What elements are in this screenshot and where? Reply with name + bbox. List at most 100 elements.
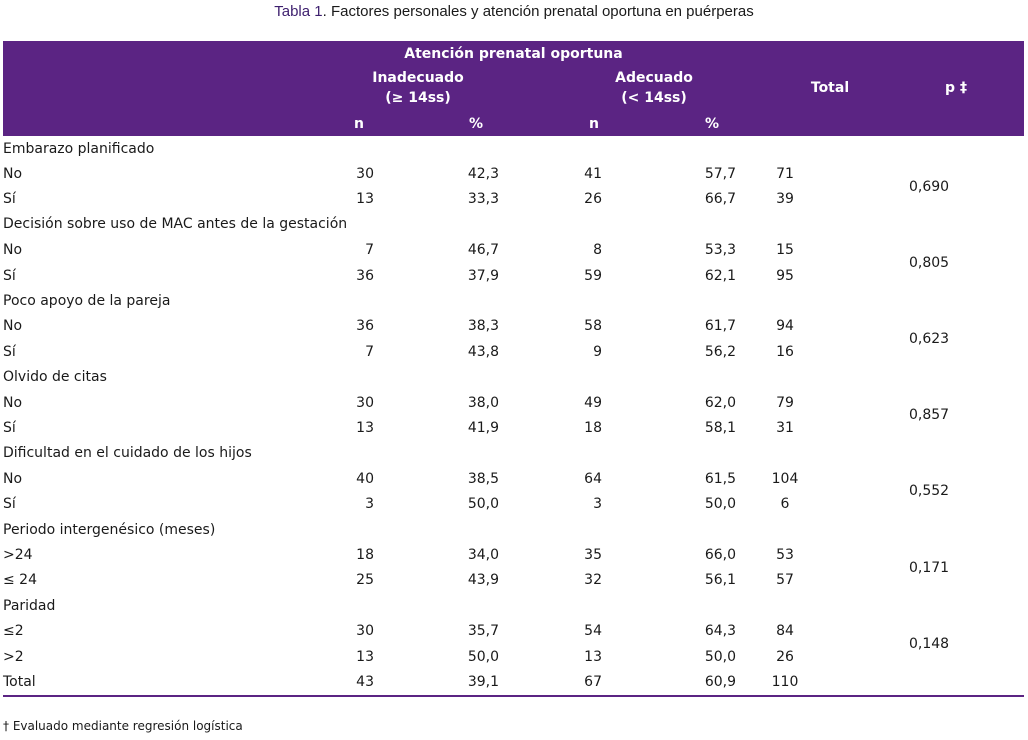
- category-label: Embarazo planificado: [3, 140, 155, 157]
- cell-total: 31: [776, 419, 794, 436]
- cell-pct-inadecuado: 43,9: [467, 572, 499, 589]
- table-row: Sí 13 41,9 18 58,1 31: [3, 415, 1024, 440]
- cell-pct-adecuado: 64,3: [704, 623, 736, 640]
- cell-n-adecuado: 58: [584, 318, 602, 335]
- cell-n-adecuado: 3: [593, 496, 602, 513]
- cell-pct-inadecuado: 37,9: [467, 267, 499, 284]
- row-label: No: [3, 394, 23, 411]
- header-inadecuado-sub: (≥ 14ss): [385, 90, 451, 106]
- cell-p-value: 0,171: [908, 559, 950, 576]
- category-label: Decisión sobre uso de MAC antes de la ge…: [3, 216, 348, 233]
- category-row: Poco apoyo de la pareja: [3, 288, 1024, 313]
- cell-n-adecuado: 32: [584, 572, 602, 589]
- cell-p-value: 0,805: [908, 254, 950, 271]
- row-label: Sí: [3, 191, 16, 208]
- header-pct-adecuado: %: [704, 116, 720, 132]
- header-adecuado-sub: (< 14ss): [621, 90, 687, 106]
- table-caption: Tabla 1. Factores personales y atención …: [0, 3, 1028, 20]
- cell-total: 26: [776, 648, 794, 665]
- total-n-inadecuado: 43: [301, 669, 374, 697]
- cell-n-inadecuado: 30: [356, 394, 374, 411]
- cell-n-adecuado: 64: [584, 470, 602, 487]
- cell-pct-inadecuado: 35,7: [467, 623, 499, 640]
- cell-pct-adecuado: 66,0: [704, 546, 736, 563]
- cell-pct-adecuado: 62,0: [704, 394, 736, 411]
- cell-n-inadecuado: 13: [356, 191, 374, 208]
- cell-pct-adecuado: 57,7: [704, 166, 736, 183]
- cell-total: 94: [776, 318, 794, 335]
- cell-pct-adecuado: 58,1: [704, 419, 736, 436]
- total-n-adecuado: 67: [499, 669, 602, 697]
- cell-pct-inadecuado: 41,9: [467, 419, 499, 436]
- cell-pct-adecuado: 61,7: [704, 318, 736, 335]
- table-row: No 30 42,3 41 57,7 71 0,690: [3, 161, 1024, 195]
- cell-pct-inadecuado: 33,3: [467, 191, 499, 208]
- table-row: No 7 46,7 8 53,3 15 0,805: [3, 238, 1024, 271]
- cell-total: 39: [776, 191, 794, 208]
- cell-pct-adecuado: 50,0: [704, 648, 736, 665]
- cell-p-value: 0,148: [908, 635, 950, 652]
- cell-p-value: 0,623: [908, 331, 950, 348]
- cell-pct-inadecuado: 46,7: [467, 242, 499, 259]
- category-row: Embarazo planificado: [3, 136, 1024, 161]
- cell-pct-adecuado: 62,1: [704, 267, 736, 284]
- cell-total: 15: [776, 242, 794, 259]
- cell-total: 16: [776, 343, 794, 360]
- cell-n-adecuado: 9: [593, 343, 602, 360]
- category-label: Dificultad en el cuidado de los hijos: [3, 445, 252, 462]
- category-label: Paridad: [3, 597, 56, 614]
- cell-pct-inadecuado: 38,0: [467, 394, 499, 411]
- total-pct-adecuado: 60,9: [602, 669, 736, 697]
- total-pct-inadecuado: 39,1: [374, 669, 499, 697]
- cell-pct-adecuado: 50,0: [704, 496, 736, 513]
- category-label: Periodo intergenésico (meses): [3, 521, 216, 538]
- cell-total: 84: [776, 623, 794, 640]
- cell-n-inadecuado: 7: [365, 343, 374, 360]
- cell-total: 95: [776, 267, 794, 284]
- table-row: >2 13 50,0 13 50,0 26: [3, 644, 1024, 669]
- row-label: ≤ 24: [3, 572, 37, 589]
- row-label: No: [3, 470, 23, 487]
- cell-p-value: 0,857: [908, 407, 950, 424]
- cell-n-adecuado: 49: [584, 394, 602, 411]
- category-row: Decisión sobre uso de MAC antes de la ge…: [3, 212, 1024, 237]
- table-row: ≤ 24 25 43,9 32 56,1 57: [3, 568, 1024, 593]
- cell-n-inadecuado: 30: [356, 623, 374, 640]
- cell-total: 79: [776, 394, 794, 411]
- cell-pct-inadecuado: 34,0: [467, 546, 499, 563]
- table-caption-label: Tabla 1: [274, 3, 323, 20]
- cell-pct-adecuado: 56,2: [704, 343, 736, 360]
- row-label: Sí: [3, 419, 16, 436]
- category-row: Paridad: [3, 593, 1024, 618]
- category-row: Dificultad en el cuidado de los hijos: [3, 441, 1024, 466]
- cell-n-adecuado: 18: [584, 419, 602, 436]
- row-label: No: [3, 318, 23, 335]
- cell-n-inadecuado: 13: [356, 648, 374, 665]
- row-label: Sí: [3, 343, 16, 360]
- header-inadecuado: Inadecuado (≥ 14ss): [343, 68, 493, 108]
- cell-n-adecuado: 41: [584, 166, 602, 183]
- row-label: Sí: [3, 267, 16, 284]
- table-row: Sí 36 37,9 59 62,1 95: [3, 263, 1024, 288]
- cell-n-adecuado: 59: [584, 267, 602, 284]
- table-row: No 40 38,5 64 61,5 104 0,552: [3, 466, 1024, 500]
- cell-pct-inadecuado: 42,3: [467, 166, 499, 183]
- data-table: Embarazo planificado No 30 42,3 41 57,7 …: [3, 136, 1025, 697]
- footnote: † Evaluado mediante regresión logística: [3, 719, 243, 733]
- cell-n-adecuado: 26: [584, 191, 602, 208]
- header-adecuado-label: Adecuado: [615, 70, 693, 86]
- cell-n-inadecuado: 13: [356, 419, 374, 436]
- cell-p-value: 0,552: [908, 483, 950, 500]
- cell-pct-adecuado: 66,7: [704, 191, 736, 208]
- cell-n-inadecuado: 3: [365, 496, 374, 513]
- header-p: p ‡: [945, 80, 967, 96]
- row-label: >24: [3, 546, 33, 563]
- cell-n-adecuado: 35: [584, 546, 602, 563]
- category-row: Olvido de citas: [3, 365, 1024, 390]
- cell-total: 53: [776, 546, 794, 563]
- row-label: ≤2: [3, 623, 24, 640]
- table-row: >24 18 34,0 35 66,0 53 0,171: [3, 542, 1024, 576]
- cell-p-value: 0,690: [908, 178, 950, 195]
- table-row: ≤2 30 35,7 54 64,3 84 0,148: [3, 618, 1024, 652]
- header-n-inadecuado: n: [354, 116, 364, 132]
